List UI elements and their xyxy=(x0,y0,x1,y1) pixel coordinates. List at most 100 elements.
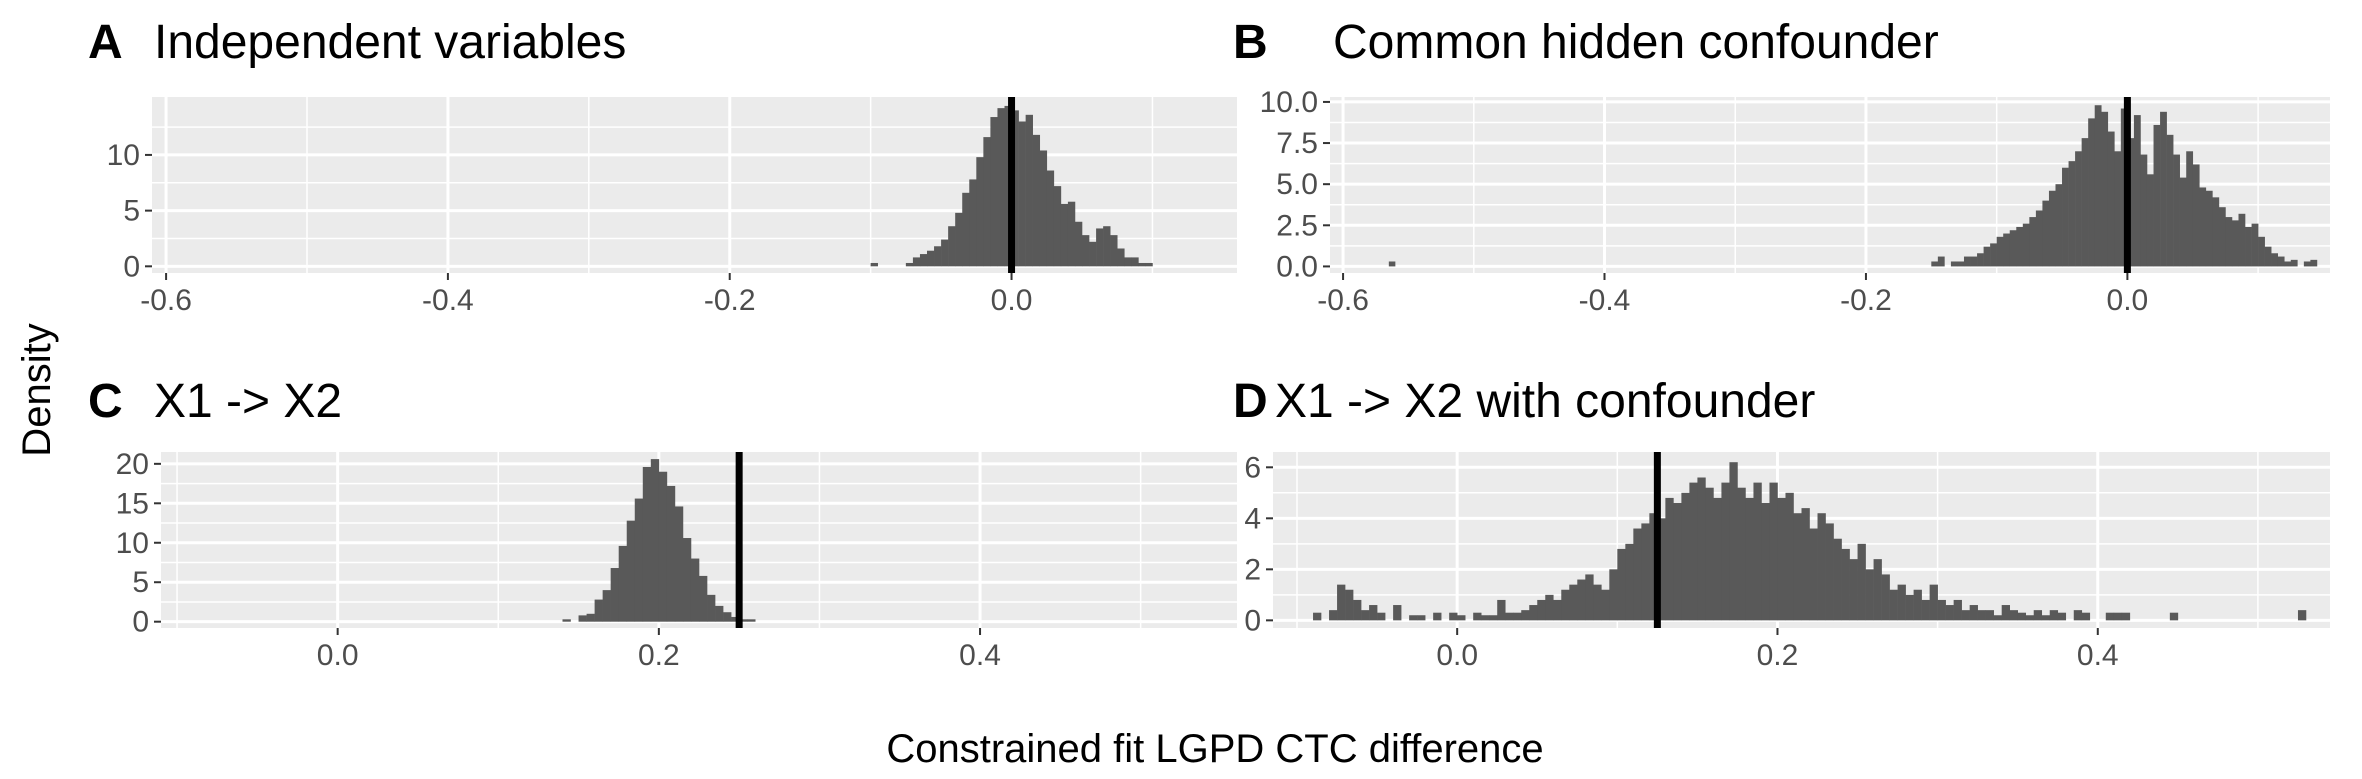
panel-d: D X1 -> X2 with confounder 0.0 0.2 0.4 0 2 4 6 xyxy=(1233,375,2330,672)
y-tick-label: 0.0 xyxy=(1276,250,1318,283)
histogram-bar xyxy=(1913,589,1922,621)
histogram-bar xyxy=(1089,241,1097,267)
histogram-bar xyxy=(2121,612,2131,621)
histogram-bar xyxy=(1457,615,1466,621)
histogram-bar xyxy=(1039,150,1048,267)
histogram-bar xyxy=(1929,584,1938,621)
histogram-bar xyxy=(2088,118,2096,267)
x-tick-label: 0.2 xyxy=(638,639,680,672)
histogram-bar xyxy=(2205,190,2213,267)
histogram-bar xyxy=(1369,605,1378,621)
histogram-bar xyxy=(2277,256,2285,267)
histogram-bar xyxy=(2025,615,2035,621)
histogram-bar xyxy=(1537,599,1546,621)
histogram-bar xyxy=(2245,226,2252,267)
x-tick-label: -0.4 xyxy=(1579,284,1631,317)
histogram-bar xyxy=(2022,223,2030,267)
panel-letter: B xyxy=(1233,16,1268,69)
histogram-bar xyxy=(1082,235,1090,267)
histogram-bar xyxy=(2140,154,2148,267)
histogram-bar xyxy=(1865,569,1874,621)
histogram-bar xyxy=(2264,246,2272,267)
histogram-bar xyxy=(618,545,628,622)
panel-title: Common hidden confounder xyxy=(1333,16,1939,69)
histogram-bar xyxy=(1849,559,1858,621)
histogram-bar xyxy=(1889,589,1898,621)
histogram-bar xyxy=(1745,497,1754,621)
histogram-bar xyxy=(2094,105,2102,267)
histogram-bar xyxy=(2231,220,2239,267)
histogram-bar xyxy=(1713,497,1722,621)
histogram-bar xyxy=(1117,248,1125,267)
histogram-bar xyxy=(1963,256,1971,267)
histogram-bar xyxy=(2113,612,2123,621)
histogram-bar xyxy=(682,538,692,622)
histogram-bar xyxy=(2169,612,2179,621)
histogram-bar xyxy=(2218,207,2226,267)
histogram-bar xyxy=(1641,523,1650,621)
x-tick-label: -0.6 xyxy=(140,284,192,317)
histogram-bar xyxy=(747,619,756,622)
histogram-bar xyxy=(1993,615,2002,621)
histogram-bar xyxy=(1409,615,1418,621)
panel-title: X1 -> X2 xyxy=(154,375,342,428)
histogram-bar xyxy=(2290,259,2298,267)
histogram-bar xyxy=(1617,548,1626,621)
x-tick-label: -0.2 xyxy=(1840,284,1892,317)
histogram-bar xyxy=(1957,261,1965,267)
histogram-bar xyxy=(983,137,991,267)
histogram-bar xyxy=(2003,233,2011,267)
histogram-bar xyxy=(2009,230,2017,267)
x-tick-label: 0.4 xyxy=(959,639,1001,672)
histogram-bar xyxy=(1785,492,1794,621)
histogram-bar xyxy=(1032,134,1041,267)
histogram-bar xyxy=(1737,487,1746,621)
x-axis-title: Constrained fit LGPD CTC difference xyxy=(886,727,1543,771)
histogram-bar xyxy=(1601,589,1610,621)
panel-c: C X1 -> X2 0.0 0.2 0.4 0 5 10 15 20 xyxy=(88,375,1237,672)
histogram-bar xyxy=(2048,190,2056,267)
histogram-bar xyxy=(1011,110,1019,267)
y-tick-label: 15 xyxy=(116,487,149,520)
y-tick-label: 5 xyxy=(123,195,140,228)
histogram-bar xyxy=(1950,261,1958,267)
histogram-bar xyxy=(1825,523,1834,621)
histogram-bar xyxy=(1977,610,1986,621)
histogram-bar xyxy=(1060,203,1069,267)
histogram-bar xyxy=(2146,174,2154,267)
histogram-bar xyxy=(1067,201,1076,267)
y-axis-title: Density xyxy=(15,323,59,456)
histogram-bar xyxy=(1937,599,1946,621)
histogram-bar xyxy=(2073,610,2083,621)
histogram-bar xyxy=(1497,599,1506,621)
histogram-bar xyxy=(562,619,571,622)
histogram-bar xyxy=(1953,599,1962,621)
histogram-bar xyxy=(666,485,676,622)
histogram-bar xyxy=(2179,177,2187,267)
histogram-bar xyxy=(1937,256,1945,267)
histogram-bar xyxy=(2062,167,2069,267)
histogram-bar xyxy=(1873,559,1882,621)
y-tick-label: 5 xyxy=(132,566,149,599)
histogram-bar xyxy=(1353,599,1362,621)
histogram-bar xyxy=(1657,518,1666,621)
histogram-bar xyxy=(1857,543,1866,621)
histogram-bar xyxy=(1053,186,1062,267)
histogram-bar xyxy=(1809,528,1818,621)
histogram-bar xyxy=(2153,124,2161,267)
histogram-bar xyxy=(2271,253,2279,267)
histogram-bar xyxy=(2212,197,2220,267)
histogram-bar xyxy=(1990,243,1997,267)
histogram-bar xyxy=(1817,513,1826,621)
histogram-bar xyxy=(2303,261,2311,267)
histogram-bar xyxy=(1110,235,1118,267)
histogram-bar xyxy=(1433,612,1442,621)
histogram-bar xyxy=(1145,262,1153,267)
histogram-bar xyxy=(1996,236,2004,267)
panels: A Independent variables -0.6 -0.4 -0.2 0.0 0 5 1… xyxy=(88,16,2330,672)
histogram-bar xyxy=(2258,236,2265,267)
histogram-bar xyxy=(690,558,700,622)
histogram-bar xyxy=(962,192,970,267)
histogram-bar xyxy=(2075,151,2082,267)
histogram-bar xyxy=(934,246,942,267)
